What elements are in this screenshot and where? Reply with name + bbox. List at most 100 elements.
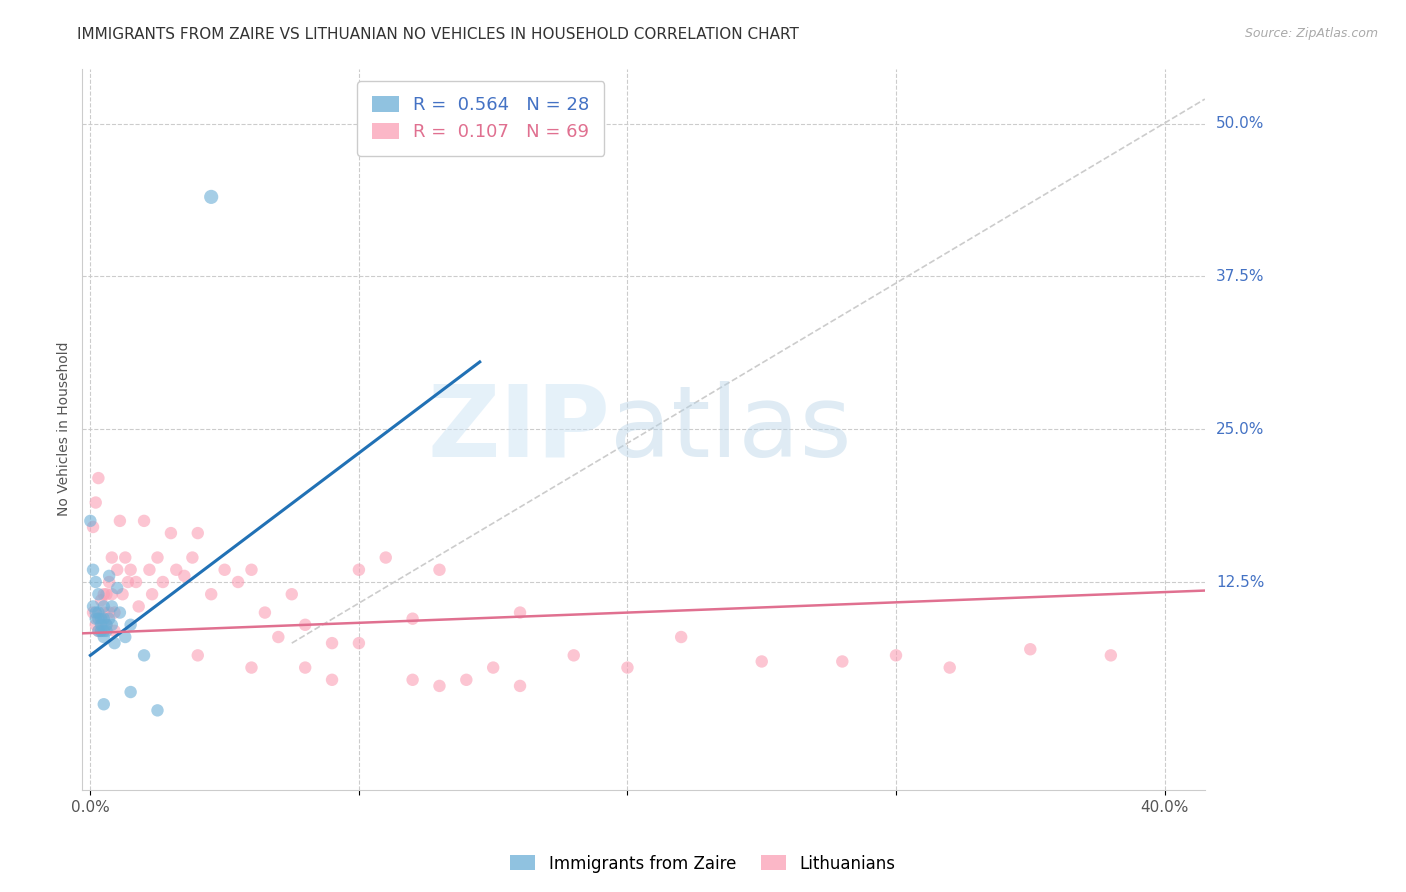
Point bbox=[87, 624, 110, 638]
Point bbox=[93, 630, 115, 644]
Point bbox=[401, 673, 423, 687]
Point bbox=[79, 514, 101, 528]
Point bbox=[401, 612, 423, 626]
Point bbox=[98, 569, 121, 583]
Point bbox=[509, 679, 531, 693]
Point bbox=[90, 612, 112, 626]
Point bbox=[82, 599, 104, 614]
Point bbox=[105, 581, 128, 595]
Point bbox=[267, 630, 290, 644]
Point bbox=[96, 617, 118, 632]
Point bbox=[321, 673, 343, 687]
Point bbox=[200, 190, 222, 204]
Legend: R =  0.564   N = 28, R =  0.107   N = 69: R = 0.564 N = 28, R = 0.107 N = 69 bbox=[357, 81, 605, 155]
Point bbox=[108, 514, 131, 528]
Point bbox=[751, 655, 773, 669]
Point bbox=[101, 550, 124, 565]
Text: IMMIGRANTS FROM ZAIRE VS LITHUANIAN NO VEHICLES IN HOUSEHOLD CORRELATION CHART: IMMIGRANTS FROM ZAIRE VS LITHUANIAN NO V… bbox=[77, 27, 799, 42]
Point bbox=[93, 612, 115, 626]
Point bbox=[187, 526, 209, 541]
Point bbox=[240, 563, 263, 577]
Point bbox=[93, 698, 115, 712]
Point bbox=[90, 624, 112, 638]
Point bbox=[103, 606, 125, 620]
Point bbox=[117, 574, 139, 589]
Point bbox=[240, 660, 263, 674]
Point bbox=[187, 648, 209, 663]
Point bbox=[84, 612, 107, 626]
Point bbox=[108, 606, 131, 620]
Point bbox=[294, 617, 316, 632]
Point bbox=[253, 606, 276, 620]
Point bbox=[429, 563, 451, 577]
Point bbox=[200, 587, 222, 601]
Point bbox=[616, 660, 638, 674]
Point bbox=[101, 599, 124, 614]
Point bbox=[456, 673, 478, 687]
Point bbox=[125, 574, 148, 589]
Point bbox=[1099, 648, 1122, 663]
Point bbox=[84, 606, 107, 620]
Point bbox=[93, 587, 115, 601]
Point bbox=[281, 587, 304, 601]
Point bbox=[87, 471, 110, 485]
Point bbox=[103, 624, 125, 638]
Point bbox=[114, 550, 136, 565]
Point bbox=[105, 563, 128, 577]
Point bbox=[120, 617, 142, 632]
Point bbox=[132, 514, 155, 528]
Point bbox=[101, 617, 124, 632]
Point bbox=[1019, 642, 1042, 657]
Point bbox=[111, 587, 134, 601]
Point bbox=[82, 606, 104, 620]
Point bbox=[90, 624, 112, 638]
Point bbox=[429, 679, 451, 693]
Point bbox=[87, 624, 110, 638]
Text: 12.5%: 12.5% bbox=[1216, 574, 1264, 590]
Point bbox=[146, 550, 169, 565]
Point bbox=[93, 599, 115, 614]
Text: Source: ZipAtlas.com: Source: ZipAtlas.com bbox=[1244, 27, 1378, 40]
Point bbox=[128, 599, 150, 614]
Point bbox=[84, 617, 107, 632]
Point bbox=[96, 587, 118, 601]
Legend: Immigrants from Zaire, Lithuanians: Immigrants from Zaire, Lithuanians bbox=[503, 848, 903, 880]
Point bbox=[90, 617, 112, 632]
Point bbox=[96, 617, 118, 632]
Point bbox=[96, 624, 118, 638]
Point bbox=[101, 587, 124, 601]
Point bbox=[138, 563, 160, 577]
Point bbox=[146, 703, 169, 717]
Point bbox=[90, 593, 112, 607]
Point bbox=[173, 569, 195, 583]
Point bbox=[884, 648, 907, 663]
Point bbox=[831, 655, 853, 669]
Point bbox=[347, 563, 370, 577]
Point bbox=[562, 648, 585, 663]
Point bbox=[482, 660, 505, 674]
Point bbox=[84, 574, 107, 589]
Point bbox=[214, 563, 236, 577]
Point bbox=[141, 587, 163, 601]
Point bbox=[669, 630, 692, 644]
Point bbox=[114, 630, 136, 644]
Text: 37.5%: 37.5% bbox=[1216, 268, 1264, 284]
Point bbox=[132, 648, 155, 663]
Point bbox=[98, 574, 121, 589]
Point bbox=[120, 563, 142, 577]
Point bbox=[509, 606, 531, 620]
Point bbox=[321, 636, 343, 650]
Point bbox=[98, 606, 121, 620]
Point bbox=[226, 574, 249, 589]
Point bbox=[93, 624, 115, 638]
Point bbox=[347, 636, 370, 650]
Point bbox=[87, 612, 110, 626]
Point bbox=[87, 606, 110, 620]
Point bbox=[84, 495, 107, 509]
Point bbox=[82, 520, 104, 534]
Point bbox=[87, 587, 110, 601]
Text: 25.0%: 25.0% bbox=[1216, 422, 1264, 437]
Point bbox=[938, 660, 960, 674]
Y-axis label: No Vehicles in Household: No Vehicles in Household bbox=[58, 342, 72, 516]
Point bbox=[98, 612, 121, 626]
